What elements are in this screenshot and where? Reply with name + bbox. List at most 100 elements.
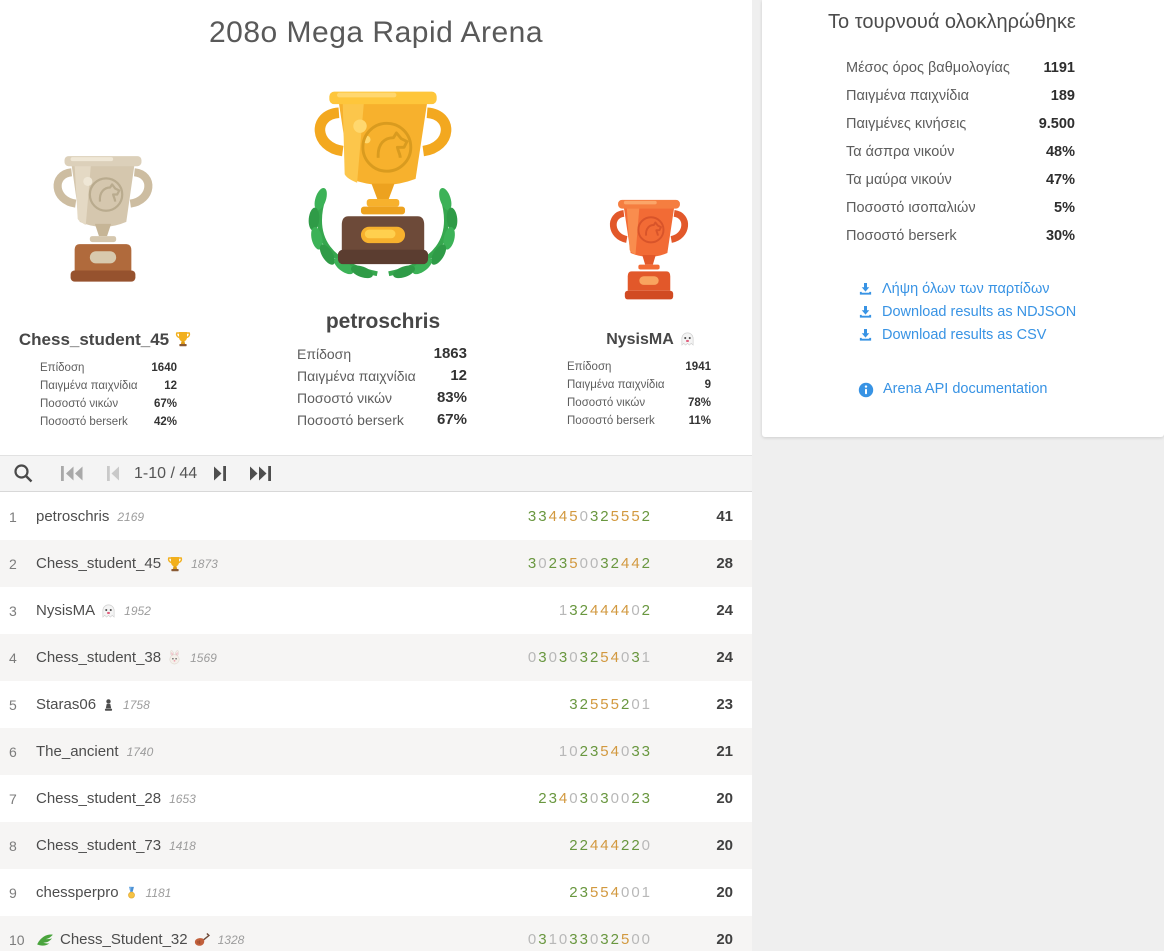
stat-row: Μέσος όρος βαθμολογίας 1191 <box>846 54 1075 82</box>
stat-value: 5% <box>1054 200 1075 216</box>
ghost-icon <box>101 603 116 618</box>
rank: 7 <box>9 790 17 807</box>
stat-label: Ποσοστό berserk <box>846 228 957 244</box>
total-score: 20 <box>716 837 733 854</box>
summary-stats: Μέσος όρος βαθμολογίας 1191 Παιγμένα παιχν… <box>762 54 1164 250</box>
stat-label: Ποσοστό νικών <box>40 398 119 410</box>
stat-value: 9 <box>704 379 711 391</box>
score-sheet: 23554001 <box>569 884 652 901</box>
medal-icon <box>125 885 138 900</box>
stat-row: Παιγμένα παιχνίδια 12 <box>297 365 467 387</box>
stat-label: Μέσος όρος βαθμολογίας <box>846 60 1010 76</box>
standings-row: 7 Chess_student_28 1653 23403030023 20 <box>0 775 752 822</box>
first-place-name[interactable]: petroschris <box>325 310 441 333</box>
download-icon <box>858 282 873 297</box>
download-link-label: Λήψη όλων των παρτίδων <box>882 281 1050 297</box>
trophy-flair-icon <box>175 331 191 352</box>
player-name[interactable]: Chess_student_73 <box>36 837 162 854</box>
player-rating: 2169 <box>117 509 145 524</box>
standings-controls: 1-10 / 44 <box>0 455 752 492</box>
rank: 6 <box>9 743 17 760</box>
player-name[interactable]: petroschris <box>36 508 110 525</box>
download-link-label: Download results as NDJSON <box>882 304 1077 320</box>
score-sheet: 102354033 <box>558 743 652 760</box>
standings-row: 10 Chess_Student_32 1328 031033032500 20 <box>0 916 752 951</box>
next-page-icon[interactable] <box>213 465 227 482</box>
rank: 5 <box>9 696 17 713</box>
stat-value: 42% <box>153 416 177 428</box>
download-icon <box>858 305 873 320</box>
summary-title: Το τουρνουά ολοκληρώθηκε <box>828 11 1076 33</box>
score-sheet: 32555201 <box>569 696 652 713</box>
standings-row: 9 chessperpro 1181 23554001 20 <box>0 869 752 916</box>
stat-label: Παιγμένα παιχνίδια <box>297 368 416 384</box>
score-sheet: 030303254031 <box>527 649 652 666</box>
player-name[interactable]: Chess_student_38 <box>36 649 162 666</box>
third-place-stats: Επίδοση 1941 Παιγμένα παιχνίδια 9 Ποσοστό νι… <box>567 358 711 430</box>
rank: 9 <box>9 884 17 901</box>
stat-label: Παιγμένες κινήσεις <box>846 116 967 132</box>
total-score: 23 <box>716 696 733 713</box>
violin-icon <box>194 932 210 947</box>
player-rating: 1758 <box>123 697 150 712</box>
previous-page-icon[interactable] <box>106 465 120 482</box>
player-name[interactable]: Chess_student_28 <box>36 790 162 807</box>
stat-value: 83% <box>436 389 467 406</box>
stat-row: Τα μαύρα νικούν 47% <box>846 166 1075 194</box>
stat-label: Τα άσπρα νικούν <box>846 144 955 160</box>
third-place-name[interactable]: NysisMA <box>558 331 743 351</box>
download-link[interactable]: Λήψη όλων των παρτίδων <box>858 278 1164 301</box>
player-rating: 1952 <box>124 603 151 618</box>
stat-label: Παιγμένα παιχνίδια <box>40 380 138 392</box>
second-place-trophy-icon <box>53 156 153 282</box>
player-name[interactable]: Chess_student_45 <box>36 555 162 572</box>
player-rating: 1873 <box>191 556 218 571</box>
stat-row: Επίδοση 1941 <box>567 358 711 376</box>
score-sheet: 22444220 <box>569 837 652 854</box>
stat-row: Τα άσπρα νικούν 48% <box>846 138 1075 166</box>
wing-icon <box>36 933 54 947</box>
rank: 1 <box>9 508 17 525</box>
download-link[interactable]: Download results as CSV <box>858 324 1164 347</box>
last-page-icon[interactable] <box>249 465 273 482</box>
player-name[interactable]: chessperpro <box>36 884 119 901</box>
stat-value: 67% <box>153 398 177 410</box>
first-page-icon[interactable] <box>60 465 84 482</box>
player-name[interactable]: Chess_Student_32 <box>60 931 188 948</box>
total-score: 24 <box>716 649 733 666</box>
first-place-trophy-icon <box>308 91 458 279</box>
second-place-name[interactable]: Chess_student_45 <box>0 330 210 352</box>
stat-value: 1863 <box>433 345 467 362</box>
player-name[interactable]: The_ancient <box>36 743 119 760</box>
download-icon <box>858 328 873 343</box>
stat-label: Ποσοστό νικών <box>567 397 646 409</box>
standings-row: 5 Staras06 1758 32555201 23 <box>0 681 752 728</box>
stat-value: 1941 <box>685 361 711 373</box>
stat-value: 12 <box>450 367 467 384</box>
rank: 2 <box>9 555 17 572</box>
stat-value: 1191 <box>1043 60 1075 76</box>
stat-row: Παιγμένα παιχνίδια 9 <box>567 376 711 394</box>
stat-row: Ποσοστό berserk 42% <box>40 413 177 431</box>
stat-value: 78% <box>687 397 711 409</box>
player-rating: 1418 <box>169 838 196 853</box>
stat-label: Τα μαύρα νικούν <box>846 172 952 188</box>
main-column: 208o Mega Rapid Arena <box>0 0 752 951</box>
download-link[interactable]: Download results as NDJSON <box>858 301 1164 324</box>
total-score: 28 <box>716 555 733 572</box>
player-rating: 1569 <box>190 650 217 665</box>
player-name[interactable]: NysisMA <box>36 602 96 619</box>
stat-row: Ποσοστό berserk 67% <box>297 409 467 431</box>
stat-row: Ποσοστό νικών 67% <box>40 395 177 413</box>
stat-label: Επίδοση <box>297 346 352 362</box>
stat-value: 189 <box>1050 88 1075 104</box>
player-name[interactable]: Staras06 <box>36 696 97 713</box>
stat-row: Ποσοστό νικών 83% <box>297 387 467 409</box>
stat-row: Παιγμένα παιχνίδια 189 <box>846 82 1075 110</box>
standings-row: 4 Chess_student_38 1569 030303254031 24 <box>0 634 752 681</box>
stat-label: Ποσοστό berserk <box>40 416 128 428</box>
arena-api-doc-link[interactable]: Arena API documentation <box>858 378 1164 401</box>
player-rating: 1328 <box>217 932 245 947</box>
tournament-summary-card: Το τουρνουά ολοκληρώθηκε Μέσος όρος βαθμ… <box>762 0 1164 437</box>
search-icon[interactable] <box>13 463 34 484</box>
